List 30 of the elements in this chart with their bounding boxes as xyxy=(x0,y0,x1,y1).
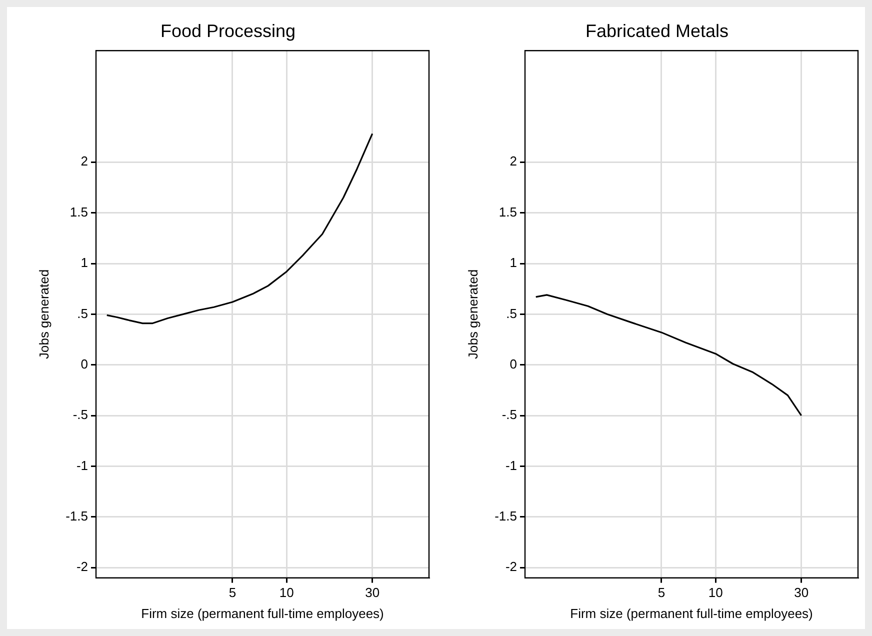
y-tick-label: -1 xyxy=(505,458,517,473)
y-tick-label: 1 xyxy=(510,255,517,270)
y-tick-label: 0 xyxy=(80,356,88,372)
y-tick-label: .5 xyxy=(77,306,88,321)
x-axis-title: Firm size (permanent full-time employees) xyxy=(570,606,813,621)
y-tick-label: -2 xyxy=(76,559,88,574)
y-axis-title: Jobs generated xyxy=(36,269,52,360)
y-tick-label: 1.5 xyxy=(70,204,88,220)
y-tick-label: -.5 xyxy=(502,407,517,422)
x-tick-label: 30 xyxy=(365,585,380,600)
x-tick-label: 10 xyxy=(279,585,294,600)
y-axis-title: Jobs generated xyxy=(465,269,480,360)
x-tick-label: 5 xyxy=(228,585,236,600)
chart-title: Fabricated Metals xyxy=(585,20,729,41)
y-tick-label: -1.5 xyxy=(66,508,88,524)
chart-title: Food Processing xyxy=(160,20,296,41)
y-tick-label: -1.5 xyxy=(494,508,517,524)
y-tick-label: 0 xyxy=(510,356,517,372)
y-tick-label: -2 xyxy=(505,559,517,574)
y-tick-label: .5 xyxy=(506,306,517,321)
x-tick-label: 5 xyxy=(658,585,666,600)
y-tick-label: -1 xyxy=(76,458,88,473)
y-tick-label: 2 xyxy=(80,154,88,169)
y-tick-label: 1.5 xyxy=(498,204,517,220)
x-tick-label: 30 xyxy=(794,585,809,600)
x-tick-label: 10 xyxy=(708,585,723,600)
y-tick-label: 2 xyxy=(510,154,517,169)
y-tick-label: -.5 xyxy=(72,407,88,422)
x-axis-title: Firm size (permanent full-time employees) xyxy=(141,606,384,621)
y-tick-label: 1 xyxy=(80,255,88,270)
